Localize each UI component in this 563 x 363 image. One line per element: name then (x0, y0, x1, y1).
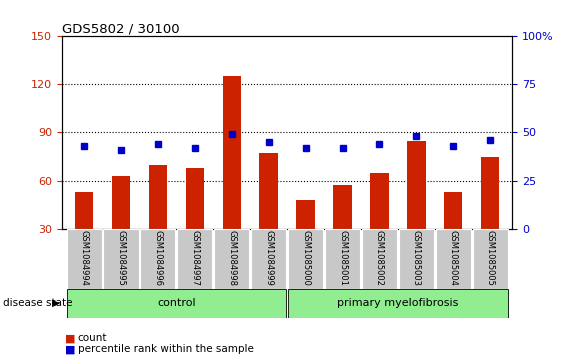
Bar (370, 172, 388, 229)
Bar (214, 229, 249, 289)
Bar (481, 156, 499, 229)
Bar (407, 140, 426, 229)
Bar (251, 229, 286, 289)
Bar (177, 229, 212, 289)
Text: GSM1084999: GSM1084999 (264, 231, 273, 286)
Text: primary myelofibrosis: primary myelofibrosis (337, 298, 459, 308)
Bar (149, 164, 167, 229)
Bar (288, 289, 508, 318)
Text: control: control (157, 298, 196, 308)
Text: GSM1085000: GSM1085000 (301, 231, 310, 286)
Text: GSM1085001: GSM1085001 (338, 231, 347, 286)
Text: ■: ■ (65, 344, 75, 354)
Text: GSM1085003: GSM1085003 (412, 231, 421, 286)
Bar (399, 229, 434, 289)
Bar (260, 153, 278, 229)
Text: GDS5802 / 30100: GDS5802 / 30100 (62, 22, 180, 35)
Text: percentile rank within the sample: percentile rank within the sample (78, 344, 253, 354)
Bar (325, 229, 360, 289)
Text: GSM1085002: GSM1085002 (375, 231, 384, 286)
Bar (66, 229, 101, 289)
Bar (75, 192, 93, 229)
Text: GSM1084997: GSM1084997 (190, 231, 199, 286)
Bar (436, 229, 471, 289)
Text: GSM1084998: GSM1084998 (227, 231, 236, 286)
Text: GSM1085005: GSM1085005 (486, 231, 495, 286)
Text: GSM1084995: GSM1084995 (117, 231, 126, 286)
Bar (104, 229, 138, 289)
Text: count: count (78, 333, 107, 343)
Text: disease state: disease state (3, 298, 72, 308)
Bar (222, 76, 241, 229)
Bar (112, 176, 130, 229)
Bar (444, 192, 462, 229)
Text: GSM1084996: GSM1084996 (153, 231, 162, 286)
Bar (66, 289, 286, 318)
Bar (140, 229, 176, 289)
Text: GSM1085004: GSM1085004 (449, 231, 458, 286)
Text: ■: ■ (65, 333, 75, 343)
Bar (296, 200, 315, 229)
Bar (362, 229, 397, 289)
Bar (186, 168, 204, 229)
Bar (288, 229, 323, 289)
Text: GSM1084994: GSM1084994 (79, 231, 88, 286)
Bar (473, 229, 508, 289)
Bar (333, 185, 352, 229)
Text: ▶: ▶ (52, 298, 60, 308)
